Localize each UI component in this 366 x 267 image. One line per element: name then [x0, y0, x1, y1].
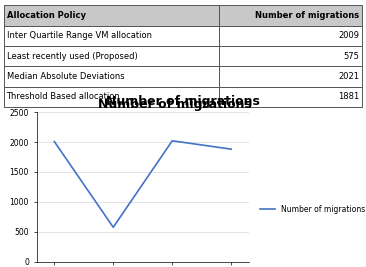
Text: Threshold Based allocation: Threshold Based allocation: [7, 92, 120, 101]
Text: Median Absolute Deviations: Median Absolute Deviations: [7, 72, 124, 81]
Bar: [4, 46, 219, 66]
Text: Inter Quartile Range VM allocation: Inter Quartile Range VM allocation: [7, 31, 152, 40]
Legend: Number of migrations: Number of migrations: [257, 202, 366, 217]
Text: Number of migrations: Number of migrations: [106, 95, 260, 108]
Bar: [219, 66, 362, 87]
Text: 575: 575: [344, 52, 359, 61]
Bar: [219, 46, 362, 66]
Title: Number of migrations: Number of migrations: [98, 98, 251, 111]
Bar: [219, 5, 362, 26]
Text: 2009: 2009: [339, 31, 359, 40]
Bar: [4, 5, 219, 26]
Text: 1881: 1881: [338, 92, 359, 101]
Bar: [4, 66, 219, 87]
Bar: [219, 26, 362, 46]
Bar: [219, 87, 362, 107]
Bar: [4, 26, 219, 46]
Text: Least recently used (Proposed): Least recently used (Proposed): [7, 52, 137, 61]
Text: Allocation Policy: Allocation Policy: [7, 11, 86, 20]
Bar: [4, 87, 219, 107]
Text: 2021: 2021: [339, 72, 359, 81]
Text: Number of migrations: Number of migrations: [255, 11, 359, 20]
